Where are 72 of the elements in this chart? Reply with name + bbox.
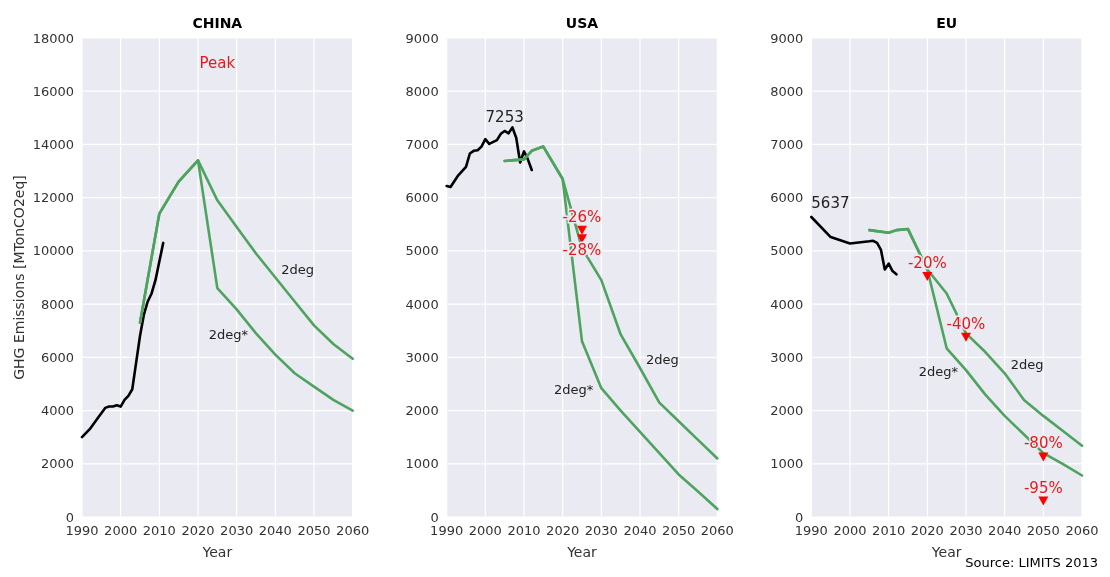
y-tick-label: 5000 xyxy=(770,243,804,259)
y-tick-label: 4000 xyxy=(770,296,804,312)
annotation: Peak xyxy=(199,54,236,72)
y-tick-label: 2000 xyxy=(40,456,74,472)
y-tick-label: 0 xyxy=(795,509,804,525)
x-tick-label: 2000 xyxy=(833,523,867,538)
annotation: 5637 xyxy=(811,193,850,212)
x-tick-label: 2050 xyxy=(662,523,696,538)
series-label: 2deg xyxy=(281,261,315,277)
y-tick-label: 2000 xyxy=(405,403,439,419)
y-tick-label: 3000 xyxy=(405,349,439,365)
x-tick-label: 2040 xyxy=(988,523,1022,538)
y-tick-label: 1000 xyxy=(770,456,804,472)
source-note: Source: LIMITS 2013 xyxy=(965,555,1098,570)
series-label: 2deg* xyxy=(554,382,594,398)
y-tick-label: 18000 xyxy=(32,30,74,46)
x-tick-label: 2040 xyxy=(258,523,292,538)
x-tick-label: 2030 xyxy=(220,523,254,538)
x-tick-label: 2010 xyxy=(142,523,176,538)
y-tick-label: 12000 xyxy=(32,190,74,206)
x-tick-label: 2020 xyxy=(910,523,944,538)
x-axis-title: Year xyxy=(930,544,962,560)
x-tick-label: 2000 xyxy=(104,523,138,538)
y-tick-label: 6000 xyxy=(770,190,804,206)
y-tick-label: 4000 xyxy=(405,296,439,312)
series-label: 2deg xyxy=(1010,357,1044,373)
x-axis-title: Year xyxy=(566,544,598,560)
chart-title: EU xyxy=(936,15,958,31)
x-tick-label: 2050 xyxy=(297,523,331,538)
x-tick-label: 2010 xyxy=(872,523,906,538)
x-tick-label: 2020 xyxy=(546,523,580,538)
y-tick-label: 16000 xyxy=(32,83,74,99)
y-tick-label: 4000 xyxy=(40,403,74,419)
y-tick-label: 8000 xyxy=(405,83,439,99)
y-tick-label: 9000 xyxy=(770,30,804,46)
y-tick-label: 8000 xyxy=(40,296,74,312)
x-tick-label: 1990 xyxy=(430,523,464,538)
y-tick-label: 14000 xyxy=(32,136,74,152)
x-tick-label: 2050 xyxy=(1026,523,1060,538)
annotation: -95% xyxy=(1023,478,1063,497)
x-tick-label: 1990 xyxy=(794,523,828,538)
x-tick-label: 2060 xyxy=(700,523,734,538)
y-tick-label: 3000 xyxy=(770,349,804,365)
x-tick-label: 2020 xyxy=(181,523,215,538)
x-axis-title: Year xyxy=(201,544,233,560)
y-tick-label: 2000 xyxy=(770,403,804,419)
series-label: 2deg* xyxy=(208,327,249,343)
x-tick-label: 2060 xyxy=(336,523,370,538)
y-tick-label: 9000 xyxy=(405,30,439,46)
y-tick-label: 7000 xyxy=(405,136,439,152)
x-tick-label: 2040 xyxy=(623,523,657,538)
x-tick-label: 2030 xyxy=(584,523,618,538)
y-tick-label: 6000 xyxy=(405,190,439,206)
y-tick-label: 0 xyxy=(430,509,439,525)
y-tick-label: 8000 xyxy=(770,83,804,99)
y-tick-label: 5000 xyxy=(405,243,439,259)
x-tick-label: 2010 xyxy=(507,523,541,538)
annotation: 7253 xyxy=(485,107,524,126)
x-tick-label: 2030 xyxy=(949,523,983,538)
y-tick-label: 0 xyxy=(65,509,74,525)
chart-title: USA xyxy=(565,15,599,31)
series-label: 2deg xyxy=(646,351,679,367)
y-tick-label: 7000 xyxy=(770,136,804,152)
y-tick-label: 10000 xyxy=(32,243,74,259)
series-label: 2deg* xyxy=(918,364,959,380)
x-tick-label: 2060 xyxy=(1065,523,1099,538)
x-tick-label: 2000 xyxy=(468,523,502,538)
y-tick-label: 1000 xyxy=(405,456,439,472)
y-tick-label: 6000 xyxy=(40,349,74,365)
y-axis-title: GHG Emissions [MTonCO2eq] xyxy=(11,175,27,380)
x-tick-label: 1990 xyxy=(65,523,99,538)
chart-title: CHINA xyxy=(192,15,243,31)
